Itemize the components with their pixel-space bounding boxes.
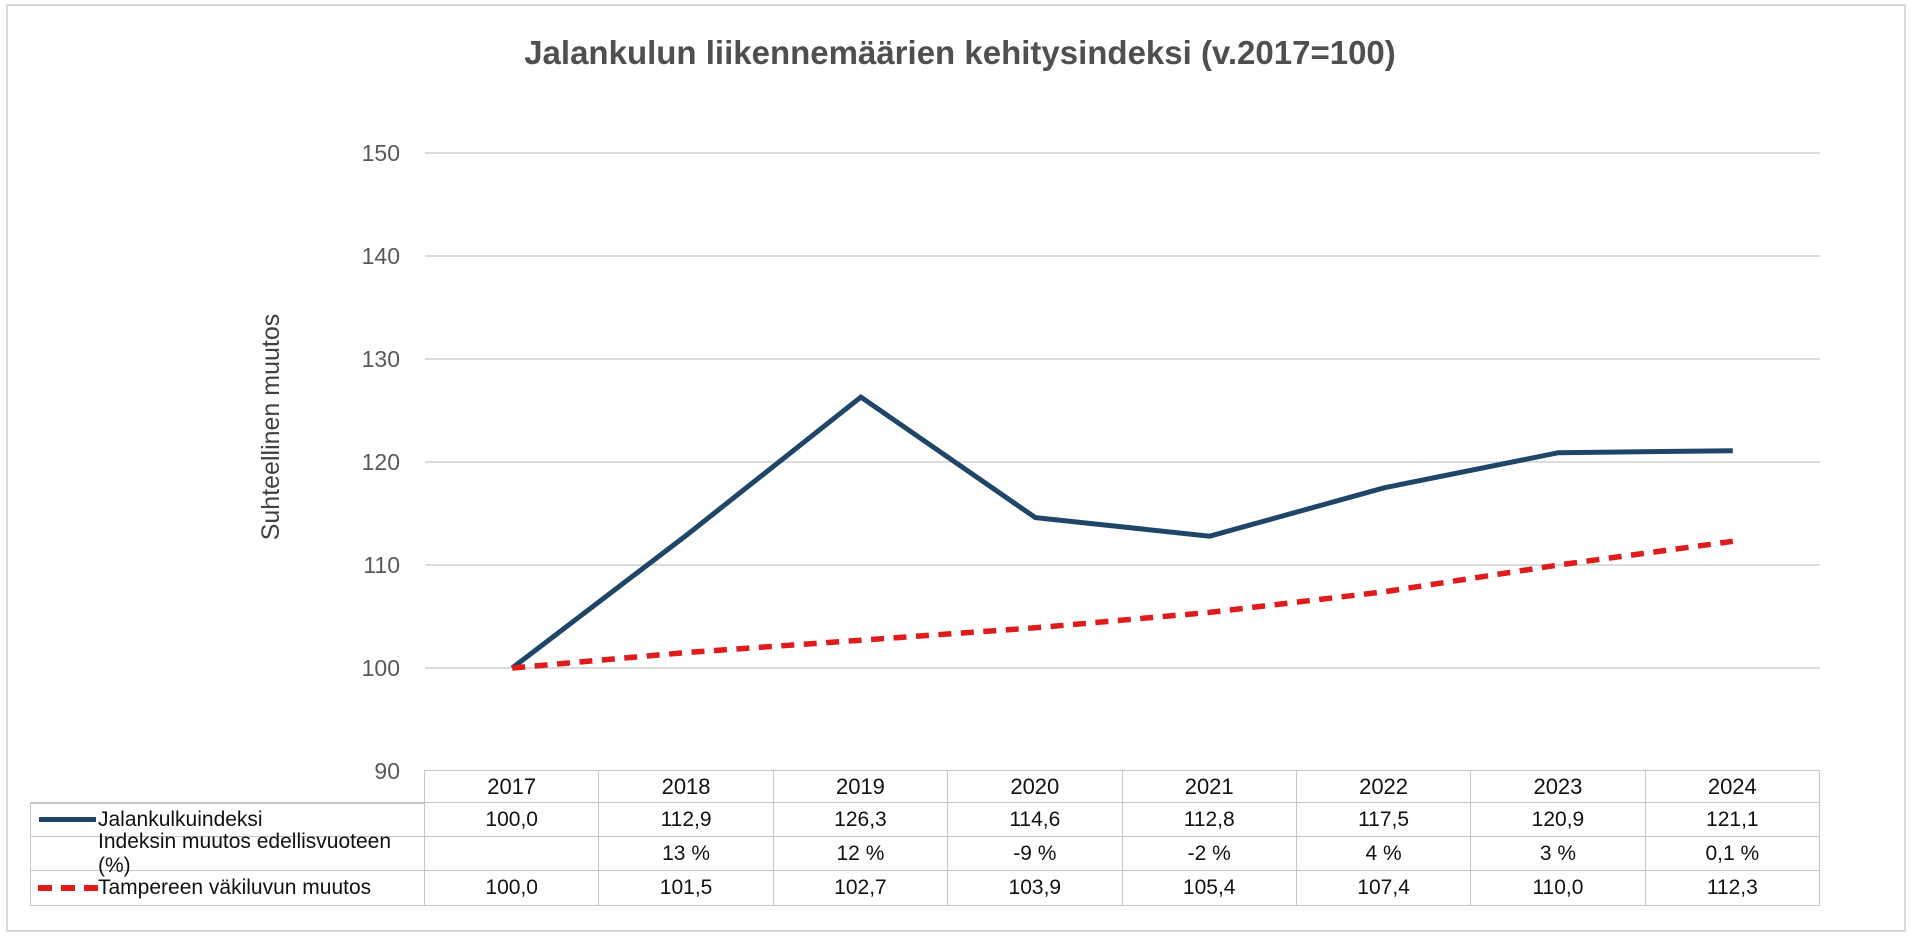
y-gridline [425,667,1820,669]
y-tick-label: 90 [374,758,400,784]
table-value-cell: 114,6 [948,803,1123,837]
chart-title: Jalankulun liikennemäärien kehitysindeks… [524,34,1396,71]
y-gridline [425,358,1820,360]
row-label: Jalankulkuindeksi [98,808,263,831]
y-tick-label: 140 [361,243,400,269]
y-tick-label: 120 [361,449,400,475]
table-corner-cell [30,770,425,803]
table-value-cell: 100,0 [425,803,600,837]
y-gridline [425,461,1820,463]
series-line-1 [511,538,1734,671]
year-header-cell: 2022 [1296,770,1472,803]
year-header-cell: 2018 [599,770,774,803]
data-table: 2017 2018 2019 2020 2021 2022 2023 2024 Jalankul… [30,770,1820,906]
year-header-cell: 2023 [1471,770,1646,803]
table-value-cell: 12 % [773,837,949,871]
table-value-cell: 112,9 [599,803,774,837]
table-value-cell: 112,8 [1122,803,1297,837]
table-value-cell: 13 % [599,837,774,871]
table-value-cell: 112,3 [1645,871,1820,906]
y-gridline [425,152,1820,154]
year-header-cell: 2024 [1645,770,1820,803]
legend-dashed-line-icon [38,885,98,891]
row-label-cell: Indeksin muutos edellisvuoteen (%) [30,830,425,877]
table-value-cell: 0,1 % [1645,837,1820,871]
table-value-cell: 107,4 [1296,871,1472,906]
y-tick-label: 150 [361,140,400,166]
chart-outer-border [6,4,1906,932]
row-label: Tampereen väkiluvun muutos [98,876,372,899]
year-header-cell: 2019 [773,770,949,803]
year-header-cell: 2021 [1122,770,1297,803]
table-value-cell: 126,3 [773,803,949,837]
table-value-cell: 101,5 [599,871,774,906]
table-value-cell: 3 % [1471,837,1646,871]
table-value-cell: 103,9 [948,871,1123,906]
y-axis-title: Suhteellinen muutos [257,313,285,541]
table-value-cell [425,837,600,871]
legend-solid-line-icon [39,817,96,822]
table-value-cell: 100,0 [425,871,600,906]
table-value-cell: 110,0 [1471,871,1646,906]
table-value-cell: -9 % [948,837,1123,871]
year-header-cell: 2017 [425,770,600,803]
row-label: Indeksin muutos edellisvuoteen (%) [98,829,392,877]
line-chart-canvas [510,393,1734,671]
table-value-cell: -2 % [1122,837,1297,871]
y-tick-label: 130 [361,346,400,372]
table-value-cell: 102,7 [773,871,949,906]
row-label-cell: Jalankulkuindeksi [30,803,425,837]
year-header-cell: 2020 [948,770,1123,803]
table-value-cell: 117,5 [1296,803,1472,837]
row-label-cell: Tampereen väkiluvun muutos [30,871,425,906]
table-value-cell: 4 % [1296,837,1472,871]
table-value-cell: 105,4 [1122,871,1297,906]
y-gridline [425,564,1820,566]
y-tick-label: 110 [363,552,400,578]
table-value-cell: 121,1 [1645,803,1820,837]
series-line-0 [510,393,1733,670]
y-gridline [425,255,1820,257]
y-tick-label: 100 [361,655,400,681]
table-value-cell: 120,9 [1471,803,1646,837]
